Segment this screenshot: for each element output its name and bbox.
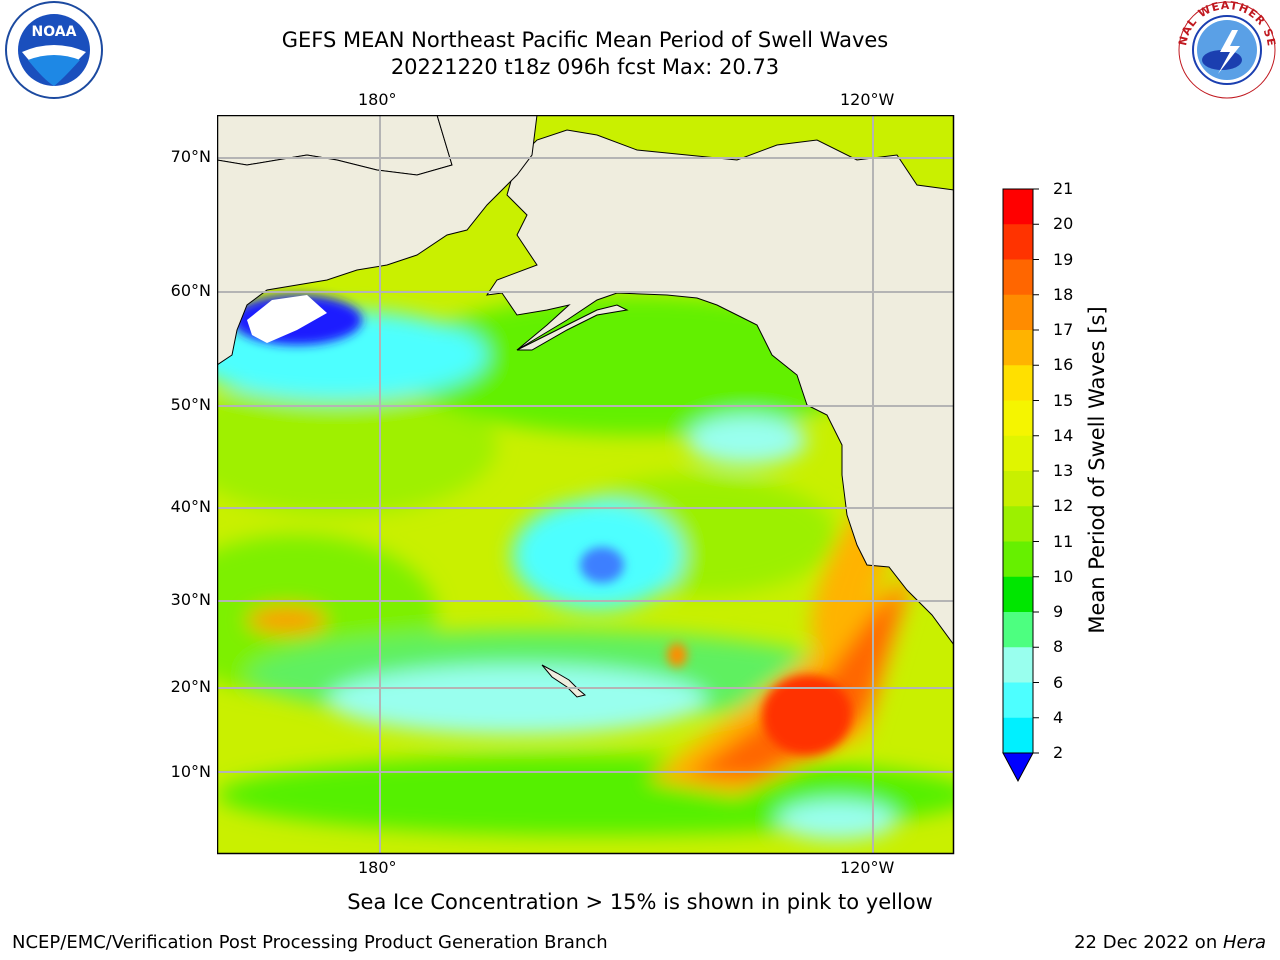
top-lon-label-120w: 120°W [840, 90, 895, 109]
bottom-lon-label-120w: 120°W [840, 858, 895, 877]
colorbar-segment [1003, 224, 1033, 260]
colorbar-tick-label: 16 [1053, 355, 1074, 375]
footer-date: 22 Dec 2022 on Hera [1074, 932, 1266, 953]
colorbar-tick-label: 9 [1053, 602, 1064, 621]
lat-label-20n: 20°N [170, 677, 211, 696]
noaa-logo: NOAA [5, 1, 103, 99]
colorbar-tick-label: 12 [1053, 496, 1074, 516]
colorbar-tick-label: 15 [1053, 390, 1074, 410]
lat-label-60n: 60°N [170, 281, 211, 300]
colorbar-segment [1003, 294, 1033, 331]
colorbar-segment [1003, 259, 1033, 296]
colorbar-tick-label: 21 [1053, 179, 1074, 198]
colorbar-segment [1003, 435, 1033, 472]
colorbar-segment [1003, 471, 1033, 507]
colorbar-tick-label: 11 [1053, 531, 1074, 551]
colorbar-tick-label: 20 [1053, 214, 1074, 234]
colorbar-tick-label: 4 [1053, 707, 1064, 727]
colorbar-tick-label: 10 [1053, 566, 1074, 586]
map-panel [217, 115, 955, 855]
colorbar-segment [1003, 506, 1033, 542]
colorbar-tick-label: 17 [1053, 320, 1074, 339]
colorbar-segment [1003, 682, 1033, 719]
colorbar-tick-label: 6 [1053, 672, 1064, 692]
colorbar-segment [1003, 717, 1033, 754]
colorbar-tick-label: 18 [1053, 284, 1074, 304]
lat-label-50n: 50°N [170, 395, 211, 414]
colorbar-tick-label: 19 [1053, 249, 1074, 269]
colorbar-segment [1003, 541, 1033, 578]
colorbar [1002, 188, 1039, 783]
bottom-lon-label-180: 180° [358, 858, 397, 877]
colorbar-segment [1003, 647, 1033, 683]
sea-ice-note: Sea Ice Concentration > 15% is shown in … [347, 890, 933, 914]
colorbar-segment [1003, 400, 1033, 437]
chart-subtitle: 20221220 t18z 096h fcst Max: 20.73 [390, 55, 780, 79]
lat-label-30n: 30°N [170, 590, 211, 609]
colorbar-segment [1003, 612, 1033, 648]
top-lon-label-180: 180° [358, 90, 397, 109]
colorbar-segment [1003, 330, 1033, 366]
svg-text:NOAA: NOAA [32, 24, 77, 40]
nws-logo: NATIONAL WEATHER SERVICE [1174, 0, 1277, 99]
footer-credit: NCEP/EMC/Verification Post Processing Pr… [12, 932, 608, 953]
colorbar-extend-arrow [1002, 752, 1034, 783]
lat-label-70n: 70°N [170, 147, 211, 166]
colorbar-segment [1003, 576, 1033, 613]
colorbar-tick-label: 13 [1053, 461, 1074, 480]
colorbar-label: Mean Period of Swell Waves [s] [1085, 306, 1109, 634]
lat-label-40n: 40°N [170, 497, 211, 516]
colorbar-tick-label: 2 [1053, 743, 1064, 762]
colorbar-segment [1003, 189, 1033, 225]
footer-host: Hera [1222, 932, 1266, 953]
chart-title: GEFS MEAN Northeast Pacific Mean Period … [281, 28, 889, 52]
lat-label-10n: 10°N [170, 762, 211, 781]
footer-date-text: 22 Dec 2022 on [1074, 932, 1223, 953]
colorbar-tick-label: 8 [1053, 637, 1064, 657]
colorbar-segment [1003, 365, 1033, 401]
colorbar-tick-label: 14 [1053, 425, 1074, 445]
